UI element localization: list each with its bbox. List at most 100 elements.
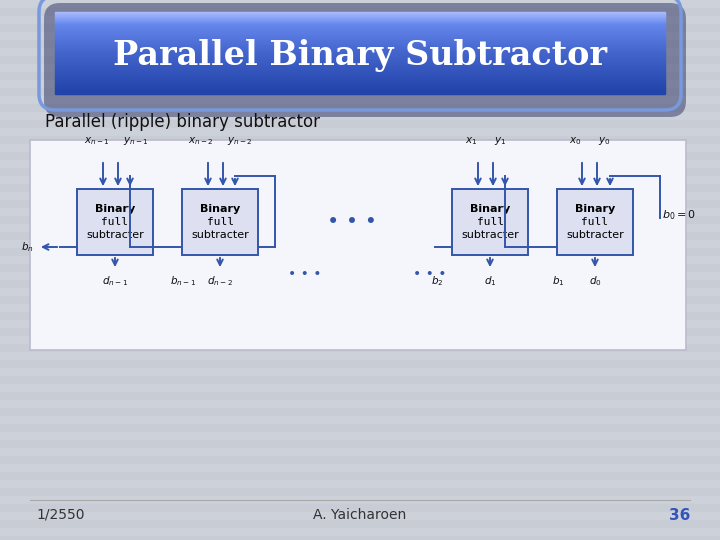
Bar	[55, 68, 665, 69]
Bar	[55, 35, 665, 36]
Bar	[55, 26, 665, 27]
Bar	[55, 43, 665, 44]
Bar	[55, 38, 665, 39]
Text: $y_{n-2}$: $y_{n-2}$	[227, 135, 253, 147]
Bar	[55, 19, 665, 20]
Bar	[55, 86, 665, 87]
Text: full: full	[582, 217, 608, 227]
Bar	[55, 56, 665, 57]
Bar	[55, 24, 665, 25]
Bar	[55, 81, 665, 82]
Bar	[55, 84, 665, 85]
Bar	[55, 88, 665, 89]
Bar	[55, 57, 665, 58]
Bar	[55, 70, 665, 71]
Bar	[55, 60, 665, 61]
Text: $b_{n-1}$: $b_{n-1}$	[170, 274, 196, 288]
Text: Binary: Binary	[200, 204, 240, 214]
Bar	[55, 34, 665, 35]
Text: $d_0$: $d_0$	[589, 274, 601, 288]
Text: full: full	[477, 217, 503, 227]
Bar	[55, 85, 665, 86]
Bar	[55, 46, 665, 47]
Bar	[55, 50, 665, 51]
Bar	[55, 33, 665, 34]
Bar	[55, 12, 665, 13]
Bar	[55, 39, 665, 40]
Bar	[55, 77, 665, 78]
Bar	[55, 25, 665, 26]
Text: 36: 36	[669, 508, 690, 523]
Bar	[55, 51, 665, 52]
Bar	[55, 92, 665, 93]
Text: $x_0$: $x_0$	[569, 135, 581, 147]
Bar	[55, 58, 665, 59]
Bar	[55, 78, 665, 79]
Bar	[55, 21, 665, 22]
Bar	[55, 23, 665, 24]
Text: Binary: Binary	[470, 204, 510, 214]
Text: $b_1$: $b_1$	[552, 274, 564, 288]
Bar	[55, 42, 665, 43]
Bar	[55, 16, 665, 17]
Bar	[55, 45, 665, 46]
Bar	[55, 53, 665, 54]
Bar	[55, 69, 665, 70]
Bar	[557, 189, 633, 255]
Text: $x_1$: $x_1$	[465, 135, 477, 147]
Bar	[55, 63, 665, 64]
Text: $y_{n-1}$: $y_{n-1}$	[123, 135, 149, 147]
Bar	[55, 48, 665, 49]
Bar	[55, 49, 665, 50]
Bar	[55, 13, 665, 14]
Bar	[55, 74, 665, 75]
Bar	[55, 18, 665, 19]
Text: subtracter: subtracter	[566, 230, 624, 240]
Bar	[182, 189, 258, 255]
Bar	[55, 44, 665, 45]
Text: Binary: Binary	[575, 204, 615, 214]
Bar	[55, 79, 665, 80]
Bar	[55, 47, 665, 48]
Text: $y_0$: $y_0$	[598, 135, 611, 147]
Bar	[55, 20, 665, 21]
Bar	[55, 54, 665, 55]
Bar	[55, 89, 665, 90]
Bar	[55, 52, 665, 53]
Text: $y_1$: $y_1$	[494, 135, 506, 147]
Bar	[55, 15, 665, 16]
Text: subtracter: subtracter	[86, 230, 144, 240]
Bar	[55, 30, 665, 31]
Text: A. Yaicharoen: A. Yaicharoen	[313, 508, 407, 522]
Bar	[55, 87, 665, 88]
Text: Parallel (ripple) binary subtractor: Parallel (ripple) binary subtractor	[45, 113, 320, 131]
FancyBboxPatch shape	[30, 140, 686, 350]
Text: full: full	[102, 217, 128, 227]
Text: • • •: • • •	[288, 267, 322, 281]
Text: full: full	[207, 217, 233, 227]
Bar	[55, 37, 665, 38]
Bar	[55, 72, 665, 73]
Bar	[55, 73, 665, 74]
Bar	[55, 55, 665, 56]
Bar	[55, 67, 665, 68]
Bar	[55, 40, 665, 41]
Text: $x_{n-1}$: $x_{n-1}$	[84, 135, 110, 147]
Text: • • •: • • •	[413, 267, 446, 281]
Text: subtracter: subtracter	[191, 230, 249, 240]
Bar	[55, 90, 665, 91]
Bar	[55, 76, 665, 77]
Bar	[55, 17, 665, 18]
Bar	[77, 189, 153, 255]
Bar	[55, 41, 665, 42]
Text: $d_1$: $d_1$	[484, 274, 496, 288]
Text: $d_{n-2}$: $d_{n-2}$	[207, 274, 233, 288]
Text: $b_2$: $b_2$	[431, 274, 444, 288]
Bar	[55, 36, 665, 37]
Bar	[55, 27, 665, 28]
Bar	[55, 82, 665, 83]
Bar	[55, 28, 665, 29]
Bar	[55, 80, 665, 81]
Bar	[55, 61, 665, 62]
Bar	[55, 66, 665, 67]
